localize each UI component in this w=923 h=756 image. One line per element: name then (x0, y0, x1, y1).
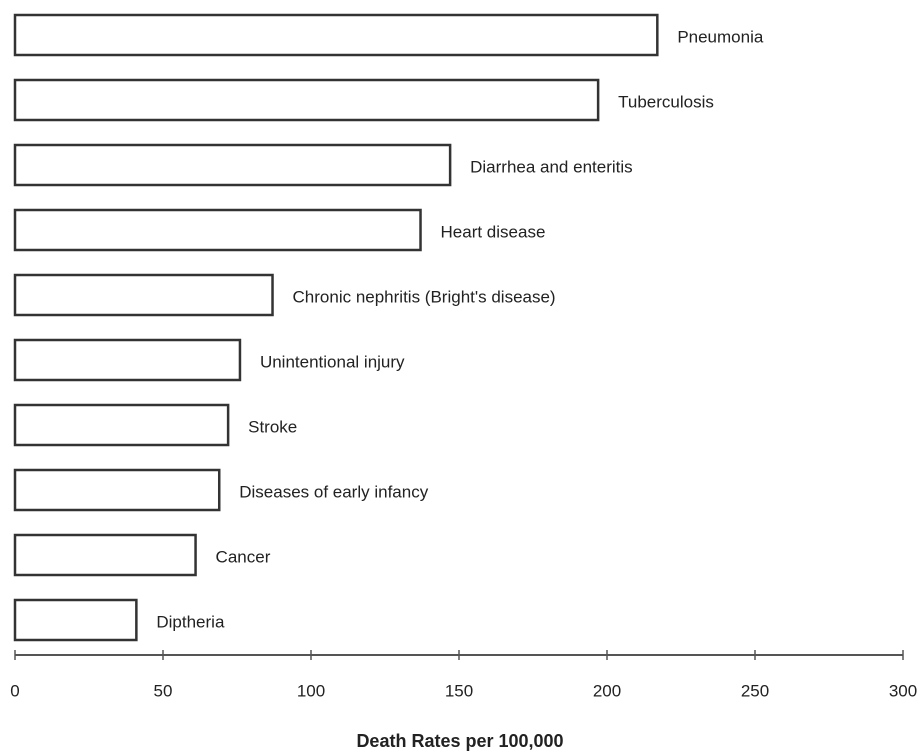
x-axis-label: Death Rates per 100,000 (356, 731, 563, 751)
bar (13, 468, 221, 512)
bar-label: Unintentional injury (260, 352, 405, 371)
x-tick-label: 50 (154, 681, 173, 700)
x-tick-label: 150 (445, 681, 473, 700)
bar (13, 143, 452, 187)
bar-label: Diarrhea and enteritis (470, 157, 633, 176)
bar (13, 338, 242, 382)
bar-label: Pneumonia (677, 27, 764, 46)
bar-label: Diseases of early infancy (239, 482, 428, 501)
x-tick-label: 250 (741, 681, 769, 700)
bar-label: Diptheria (156, 612, 225, 631)
bar (13, 208, 422, 252)
x-tick-label: 100 (297, 681, 325, 700)
bar (13, 598, 138, 642)
bar-label: Cancer (216, 547, 271, 566)
bar (13, 403, 230, 447)
bar-label: Tuberculosis (618, 92, 714, 111)
x-tick-label: 300 (889, 681, 917, 700)
bar-label: Heart disease (441, 222, 546, 241)
bar (13, 533, 197, 577)
bar (13, 13, 659, 57)
bar (13, 78, 600, 122)
bar-label: Chronic nephritis (Bright's disease) (293, 287, 556, 306)
bar-label: Stroke (248, 417, 297, 436)
x-tick-label: 200 (593, 681, 621, 700)
bar (13, 273, 274, 317)
x-tick-label: 0 (10, 681, 19, 700)
